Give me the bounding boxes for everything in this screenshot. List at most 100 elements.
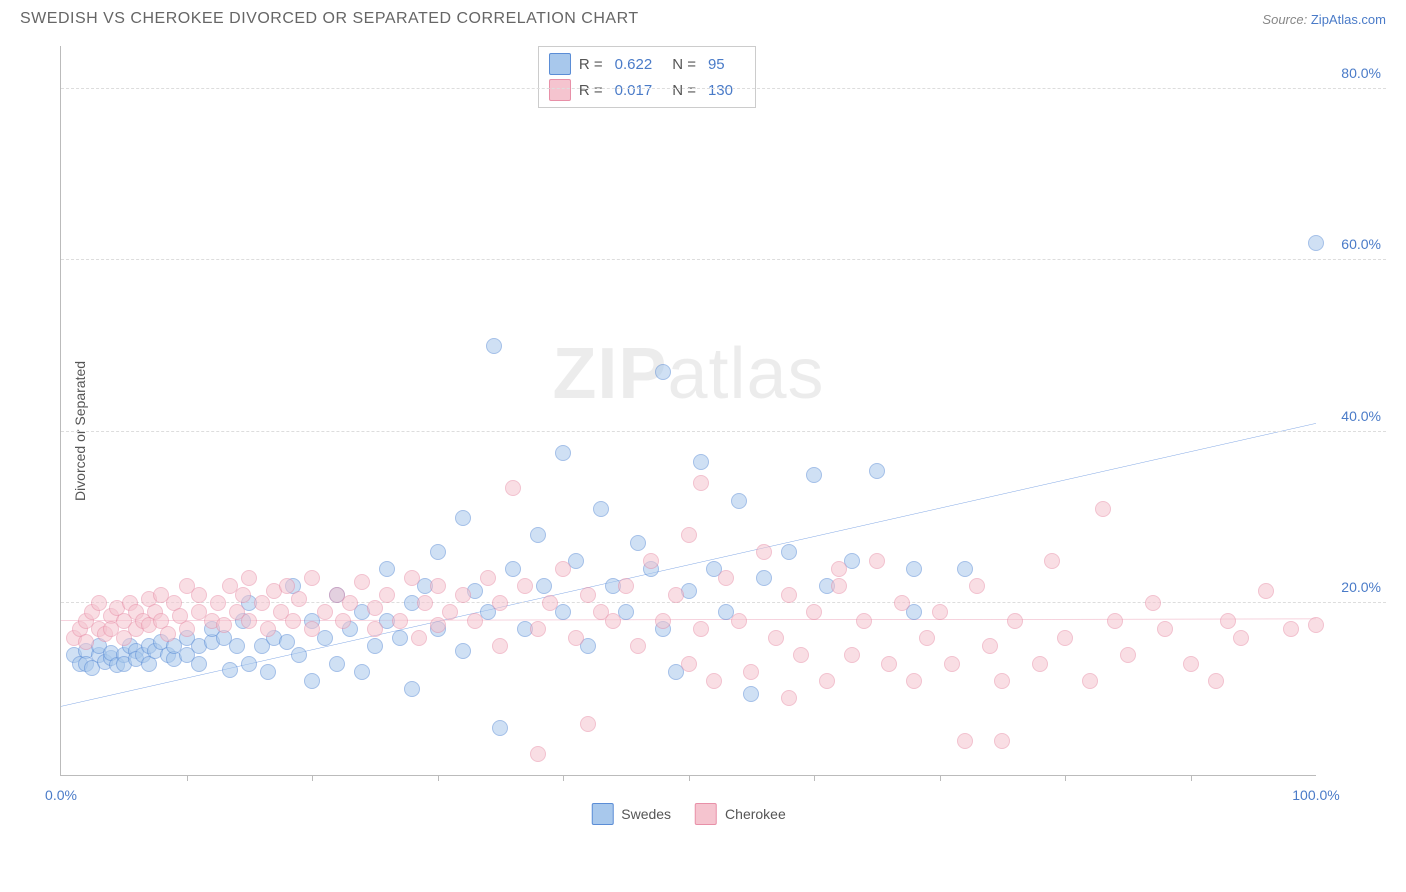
- scatter-point-swedes: [379, 561, 395, 577]
- scatter-point-swedes: [957, 561, 973, 577]
- y-tick-label: 40.0%: [1341, 408, 1381, 424]
- scatter-point-swedes: [291, 647, 307, 663]
- scatter-point-cherokee: [335, 613, 351, 629]
- legend-n-label: N =: [672, 56, 696, 73]
- scatter-point-cherokee: [354, 574, 370, 590]
- scatter-point-swedes: [260, 664, 276, 680]
- scatter-point-swedes: [279, 634, 295, 650]
- scatter-point-cherokee: [241, 570, 257, 586]
- scatter-point-cherokee: [210, 595, 226, 611]
- scatter-point-swedes: [781, 544, 797, 560]
- scatter-point-cherokee: [1308, 617, 1324, 633]
- y-tick-label: 20.0%: [1341, 579, 1381, 595]
- swatch-cherokee: [549, 79, 571, 101]
- scatter-point-cherokee: [906, 673, 922, 689]
- scatter-point-cherokee: [411, 630, 427, 646]
- scatter-point-cherokee: [1208, 673, 1224, 689]
- scatter-point-swedes: [222, 662, 238, 678]
- legend-row-swedes: R = 0.622 N = 95: [549, 51, 745, 77]
- scatter-point-swedes: [693, 454, 709, 470]
- chart-title: SWEDISH VS CHEROKEE DIVORCED OR SEPARATE…: [20, 10, 639, 28]
- scatter-point-cherokee: [1220, 613, 1236, 629]
- x-tick: [814, 775, 815, 781]
- scatter-point-swedes: [555, 445, 571, 461]
- scatter-point-cherokee: [430, 578, 446, 594]
- legend-label-cherokee: Cherokee: [725, 806, 786, 822]
- scatter-point-swedes: [329, 656, 345, 672]
- legend-r-label: R =: [579, 82, 603, 99]
- scatter-point-swedes: [530, 527, 546, 543]
- scatter-point-cherokee: [241, 613, 257, 629]
- scatter-point-swedes: [455, 643, 471, 659]
- scatter-point-cherokee: [160, 626, 176, 642]
- scatter-point-cherokee: [693, 475, 709, 491]
- scatter-point-cherokee: [944, 656, 960, 672]
- scatter-point-cherokee: [768, 630, 784, 646]
- scatter-point-cherokee: [304, 570, 320, 586]
- scatter-point-cherokee: [455, 587, 471, 603]
- scatter-point-cherokee: [367, 621, 383, 637]
- scatter-point-cherokee: [279, 578, 295, 594]
- scatter-point-cherokee: [982, 638, 998, 654]
- scatter-point-swedes: [392, 630, 408, 646]
- scatter-point-cherokee: [1145, 595, 1161, 611]
- scatter-point-cherokee: [969, 578, 985, 594]
- scatter-point-cherokee: [605, 613, 621, 629]
- scatter-point-cherokee: [555, 561, 571, 577]
- scatter-point-cherokee: [856, 613, 872, 629]
- gridline-h: [61, 88, 1386, 89]
- scatter-point-swedes: [536, 578, 552, 594]
- legend-item-cherokee: Cherokee: [695, 803, 786, 825]
- scatter-point-cherokee: [505, 480, 521, 496]
- scatter-point-cherokee: [542, 595, 558, 611]
- x-tick: [940, 775, 941, 781]
- scatter-point-cherokee: [1032, 656, 1048, 672]
- scatter-point-cherokee: [1107, 613, 1123, 629]
- scatter-point-cherokee: [442, 604, 458, 620]
- scatter-point-cherokee: [1057, 630, 1073, 646]
- scatter-point-cherokee: [869, 553, 885, 569]
- legend-item-swedes: Swedes: [591, 803, 671, 825]
- scatter-point-cherokee: [630, 638, 646, 654]
- source-label: Source:: [1262, 12, 1307, 27]
- legend-n-swedes: 95: [708, 56, 725, 73]
- scatter-point-cherokee: [668, 587, 684, 603]
- scatter-point-cherokee: [430, 617, 446, 633]
- legend-r-label: R =: [579, 56, 603, 73]
- scatter-point-cherokee: [1044, 553, 1060, 569]
- scatter-point-cherokee: [894, 595, 910, 611]
- scatter-point-cherokee: [706, 673, 722, 689]
- scatter-point-swedes: [191, 656, 207, 672]
- source-attribution: Source: ZipAtlas.com: [1262, 12, 1386, 27]
- scatter-point-cherokee: [781, 690, 797, 706]
- scatter-point-cherokee: [844, 647, 860, 663]
- scatter-point-cherokee: [831, 561, 847, 577]
- scatter-point-swedes: [354, 664, 370, 680]
- scatter-point-cherokee: [216, 617, 232, 633]
- scatter-point-cherokee: [643, 553, 659, 569]
- scatter-point-swedes: [806, 467, 822, 483]
- scatter-point-cherokee: [693, 621, 709, 637]
- source-link[interactable]: ZipAtlas.com: [1311, 12, 1386, 27]
- x-tick: [1065, 775, 1066, 781]
- scatter-point-cherokee: [932, 604, 948, 620]
- scatter-point-cherokee: [1095, 501, 1111, 517]
- y-tick-label: 80.0%: [1341, 65, 1381, 81]
- scatter-point-cherokee: [743, 664, 759, 680]
- legend-label-swedes: Swedes: [621, 806, 671, 822]
- scatter-point-cherokee: [492, 595, 508, 611]
- scatter-point-swedes: [655, 364, 671, 380]
- scatter-point-cherokee: [467, 613, 483, 629]
- scatter-point-cherokee: [1157, 621, 1173, 637]
- scatter-point-cherokee: [392, 613, 408, 629]
- scatter-point-cherokee: [731, 613, 747, 629]
- scatter-point-cherokee: [254, 595, 270, 611]
- scatter-point-cherokee: [1233, 630, 1249, 646]
- scatter-point-cherokee: [718, 570, 734, 586]
- scatter-point-swedes: [593, 501, 609, 517]
- legend-n-cherokee: 130: [708, 82, 733, 99]
- x-tick: [563, 775, 564, 781]
- scatter-point-cherokee: [367, 600, 383, 616]
- gridline-h: [61, 259, 1386, 260]
- scatter-point-cherokee: [994, 733, 1010, 749]
